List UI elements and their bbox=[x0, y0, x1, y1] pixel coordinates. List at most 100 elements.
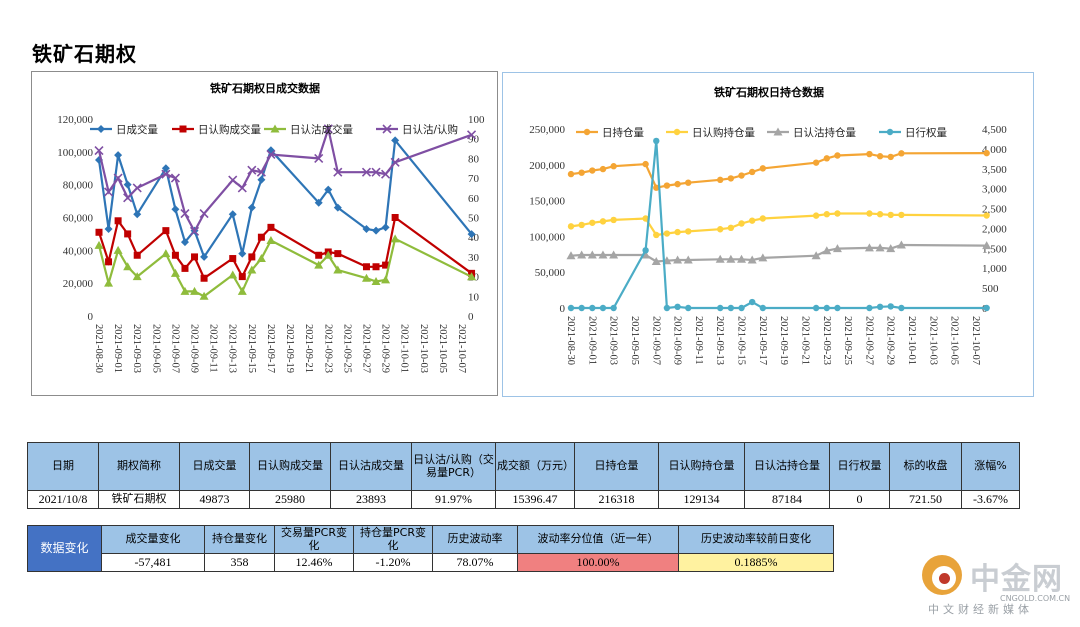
header-cell: 日期 bbox=[27, 442, 99, 491]
data-point bbox=[123, 180, 132, 189]
data-point bbox=[113, 245, 123, 254]
header-cell: 日认购持仓量 bbox=[658, 442, 745, 491]
y-tick-label: 0 bbox=[560, 303, 566, 315]
data-point bbox=[171, 251, 179, 259]
data-change-table: 数据变化 成交量变化 持仓量变化 交易量PCR变化 持仓量PCR变化 历史波动率… bbox=[27, 525, 834, 572]
data-point bbox=[587, 250, 597, 259]
legend-marker bbox=[886, 128, 894, 136]
data-point bbox=[333, 203, 342, 212]
data-point bbox=[171, 205, 180, 214]
data-point bbox=[717, 304, 724, 312]
y2-tick-label: 40 bbox=[468, 232, 480, 244]
x-tick-label: 2021-09-03 bbox=[608, 316, 619, 365]
data-point bbox=[228, 175, 238, 185]
data-point bbox=[314, 260, 324, 269]
legend-label: 日持仓量 bbox=[602, 126, 644, 139]
data-point bbox=[247, 165, 257, 175]
y-tick-label: 250,000 bbox=[529, 124, 565, 136]
y-tick-label: 50,000 bbox=[535, 267, 566, 279]
data-point bbox=[663, 304, 671, 312]
x-tick-label: 2021-09-01 bbox=[586, 316, 597, 365]
y-tick-label: 80,000 bbox=[63, 180, 94, 192]
data-point bbox=[247, 203, 256, 212]
series-line bbox=[570, 243, 987, 263]
chart-title: 铁矿石期权日持仓数据 bbox=[714, 85, 824, 99]
data-point bbox=[124, 230, 132, 238]
data-point bbox=[727, 175, 735, 182]
x-tick-label: 2021-10-01 bbox=[399, 324, 410, 373]
data-point bbox=[875, 243, 885, 252]
data-point bbox=[105, 258, 113, 266]
data-point bbox=[823, 211, 830, 218]
header-cell: 持仓量变化 bbox=[204, 525, 275, 554]
data-point bbox=[737, 254, 747, 263]
data-point bbox=[228, 210, 237, 219]
data-point bbox=[589, 167, 596, 174]
header-cell: 波动率分位值（近一年） bbox=[517, 525, 679, 554]
header-cell: 涨幅% bbox=[961, 442, 1020, 491]
header-cell: 日认购成交量 bbox=[249, 442, 331, 491]
data-point bbox=[372, 226, 381, 235]
data-point bbox=[199, 291, 209, 300]
data-point bbox=[104, 278, 114, 287]
data-point bbox=[237, 183, 247, 193]
data-point bbox=[238, 249, 247, 258]
data-point bbox=[599, 218, 607, 225]
x-tick-label: 2021-09-23 bbox=[821, 316, 832, 365]
header-cell: 历史波动率 bbox=[432, 525, 518, 554]
data-point bbox=[390, 234, 400, 243]
cell-pcr-change: 12.46% bbox=[274, 553, 354, 572]
data-point bbox=[189, 226, 200, 236]
cell-oi-pcr-change: -1.20% bbox=[353, 553, 433, 572]
data-point bbox=[95, 228, 103, 236]
legend-label: 日认沽持仓量 bbox=[793, 126, 856, 139]
data-point bbox=[823, 304, 830, 312]
data-point bbox=[133, 251, 141, 259]
data-point bbox=[180, 208, 190, 219]
cell-vol-percentile: 100.00% bbox=[517, 553, 679, 572]
data-point bbox=[896, 240, 906, 249]
x-tick-label: 2021-10-03 bbox=[418, 324, 429, 373]
header-cell: 日认沽持仓量 bbox=[744, 442, 830, 491]
data-point bbox=[726, 254, 736, 263]
open-interest-chart: 铁矿石期权日持仓数据 0 50,000 100,000 150,000 200,000 25… bbox=[529, 85, 1007, 365]
y2-tick-label: 10 bbox=[468, 291, 480, 303]
data-point bbox=[685, 304, 692, 312]
x-tick-label: 2021-09-29 bbox=[380, 324, 391, 373]
data-point bbox=[599, 304, 607, 312]
table-header-row: 日期 期权简称 日成交量 日认购成交量 日认沽成交量 日认沽/认购（交易量PCR… bbox=[27, 442, 1020, 491]
y2-tick-label: 100 bbox=[468, 114, 485, 126]
data-point bbox=[610, 216, 617, 224]
data-point bbox=[94, 240, 104, 249]
x-tick-label: 2021-09-13 bbox=[714, 316, 725, 365]
data-point bbox=[866, 304, 873, 312]
data-point bbox=[589, 304, 596, 312]
data-point bbox=[898, 150, 905, 157]
series-4 bbox=[94, 124, 477, 236]
data-point bbox=[382, 261, 390, 269]
x-tick-label: 2021-10-07 bbox=[970, 316, 981, 365]
header-cell: 日成交量 bbox=[179, 442, 250, 491]
data-point bbox=[653, 184, 660, 191]
header-cell: 期权简称 bbox=[98, 442, 180, 491]
legend-marker bbox=[179, 125, 187, 133]
data-point bbox=[578, 221, 585, 229]
x-tick-label: 2021-09-03 bbox=[131, 324, 142, 373]
cell-oi-change: 358 bbox=[204, 553, 275, 572]
x-tick-label: 2021-09-11 bbox=[208, 324, 219, 373]
data-point bbox=[834, 304, 841, 312]
y2-tick-label: 90 bbox=[468, 134, 480, 146]
data-point bbox=[567, 170, 575, 178]
data-point bbox=[161, 169, 171, 179]
logo-name: 中金网 bbox=[970, 562, 1063, 597]
data-point bbox=[315, 251, 323, 259]
legend-label: 日认沽/认购 bbox=[402, 123, 458, 136]
data-point bbox=[715, 254, 725, 263]
data-point bbox=[887, 211, 894, 219]
data-point bbox=[822, 246, 832, 255]
data-point bbox=[371, 167, 381, 177]
cell-turnover: 15396.47 bbox=[495, 490, 575, 509]
data-point bbox=[181, 264, 189, 272]
daily-summary-table: 日期 期权简称 日成交量 日认购成交量 日认沽成交量 日认沽/认购（交易量PCR… bbox=[27, 442, 1020, 509]
data-point bbox=[256, 254, 266, 263]
